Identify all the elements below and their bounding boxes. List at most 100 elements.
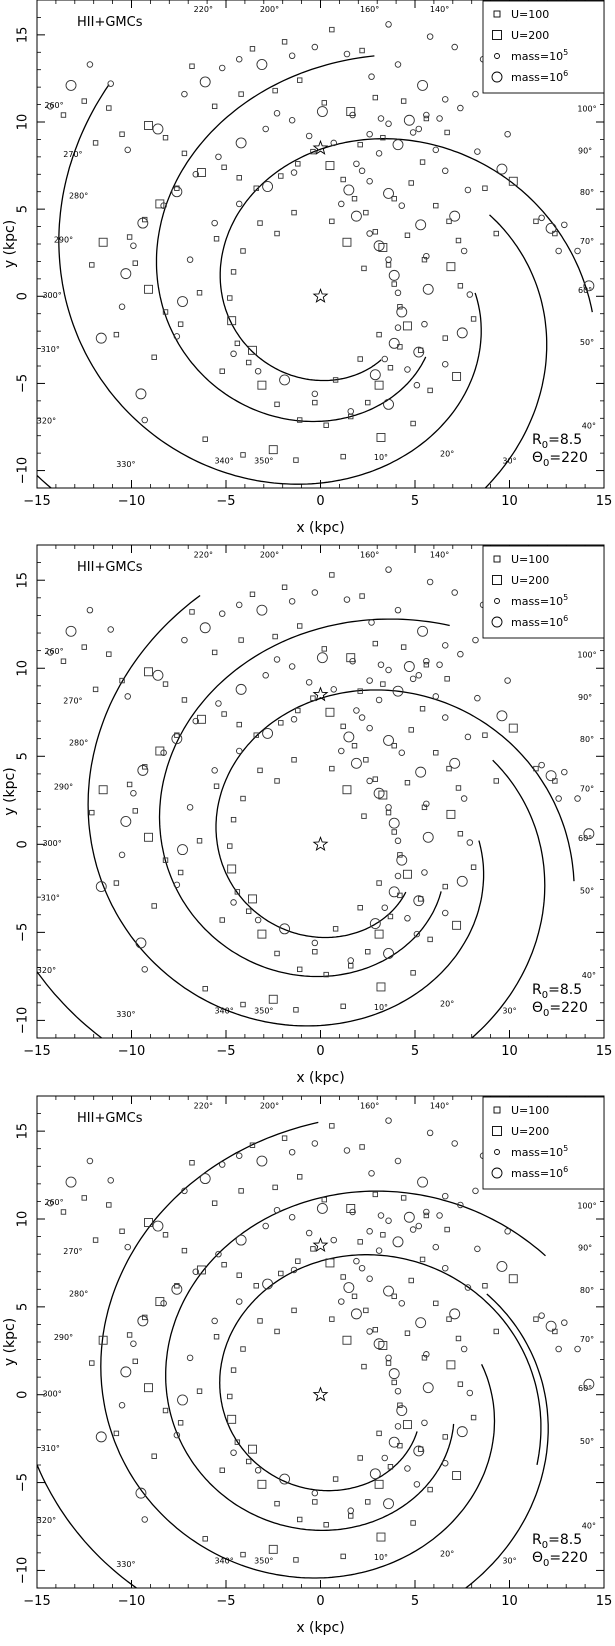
source-square — [236, 1272, 242, 1278]
source-circle — [186, 256, 194, 263]
source-square — [295, 707, 301, 714]
source-circle — [95, 1431, 107, 1443]
source-square — [346, 1204, 356, 1213]
longitude-label: 280° — [69, 739, 88, 748]
source-circle — [288, 1213, 296, 1221]
x-tick-label: 5 — [411, 1044, 419, 1059]
source-square — [106, 105, 112, 111]
source-circle — [171, 186, 183, 198]
source-circle — [338, 200, 345, 208]
source-square — [446, 1316, 452, 1322]
longitude-label: 20° — [440, 450, 454, 459]
longitude-label: 300° — [42, 291, 61, 300]
source-circle — [279, 923, 291, 935]
x-tick-label: −15 — [23, 1044, 50, 1059]
legend-marker — [492, 575, 502, 585]
source-square — [493, 1328, 499, 1335]
source-circle — [273, 656, 281, 663]
x-tick-label: 5 — [411, 494, 419, 509]
source-circle — [432, 1243, 440, 1251]
source-circle — [385, 1117, 392, 1124]
source-square — [268, 994, 278, 1004]
source-circle — [383, 1285, 394, 1297]
source-square — [321, 1196, 327, 1203]
source-square — [372, 229, 379, 235]
source-square — [340, 176, 346, 183]
source-circle — [235, 56, 243, 63]
source-circle — [273, 1206, 281, 1214]
source-square — [385, 1360, 392, 1366]
longitude-label: 310° — [41, 894, 60, 903]
source-square — [238, 1188, 244, 1194]
source-circle — [421, 869, 428, 876]
source-square — [348, 963, 354, 969]
source-square — [227, 316, 237, 326]
spiral-arm — [37, 1293, 549, 1588]
longitude-label: 220° — [194, 550, 213, 559]
longitude-label: 80° — [580, 735, 594, 744]
y-axis-label: y (kpc) — [2, 1318, 18, 1366]
source-circle — [366, 230, 373, 237]
source-circle — [404, 915, 411, 922]
source-circle — [383, 948, 394, 959]
source-square — [433, 750, 439, 756]
source-square — [92, 140, 99, 146]
source-circle — [394, 1157, 402, 1165]
y-tick-label: 10 — [16, 1211, 31, 1228]
source-circle — [349, 111, 356, 119]
source-circle — [254, 1467, 262, 1474]
source-square — [400, 644, 407, 650]
longitude-label: 300° — [42, 1389, 61, 1398]
source-square — [297, 1174, 303, 1180]
source-square — [340, 453, 346, 460]
source-square — [211, 649, 218, 656]
source-square — [234, 340, 241, 347]
source-circle — [95, 881, 107, 893]
source-square — [181, 1247, 188, 1254]
x-axis-label: x (kpc) — [296, 1070, 344, 1086]
source-circle — [130, 242, 137, 249]
source-circle — [460, 1345, 468, 1353]
source-square — [508, 176, 518, 186]
source-square — [391, 1293, 397, 1300]
source-circle — [256, 1155, 268, 1167]
longitude-label: 260° — [44, 101, 63, 110]
source-square — [361, 813, 367, 819]
source-square — [442, 1434, 448, 1440]
source-square — [357, 905, 363, 911]
legend-marker — [492, 1126, 502, 1136]
source-square — [155, 1297, 165, 1307]
source-circle — [173, 881, 181, 889]
source-circle — [385, 256, 392, 263]
source-square — [419, 706, 426, 712]
source-circle — [574, 247, 581, 255]
param-theta0: Θ0=220 — [532, 1550, 588, 1569]
source-circle — [464, 733, 472, 741]
source-square — [274, 230, 280, 237]
source-square — [404, 1330, 411, 1336]
source-circle — [366, 1228, 373, 1235]
longitude-label: 290° — [54, 783, 73, 792]
source-circle — [368, 1170, 375, 1177]
source-circle — [173, 333, 181, 340]
source-square — [446, 809, 456, 819]
source-circle — [409, 129, 417, 136]
source-square — [359, 593, 365, 599]
source-square — [470, 864, 477, 870]
source-circle — [422, 1382, 434, 1394]
source-square — [213, 783, 220, 789]
source-circle — [426, 1129, 434, 1137]
source-circle — [330, 1236, 337, 1244]
source-circle — [305, 1229, 313, 1237]
source-square — [329, 218, 335, 225]
source-circle — [218, 610, 226, 617]
source-square — [357, 1455, 363, 1461]
source-square — [357, 356, 363, 362]
source-square — [230, 816, 237, 823]
source-square — [174, 185, 180, 191]
source-square — [257, 929, 267, 939]
source-square — [402, 321, 412, 331]
source-circle — [353, 1257, 360, 1265]
y-tick-label: 5 — [16, 205, 31, 213]
source-circle — [464, 1284, 472, 1291]
